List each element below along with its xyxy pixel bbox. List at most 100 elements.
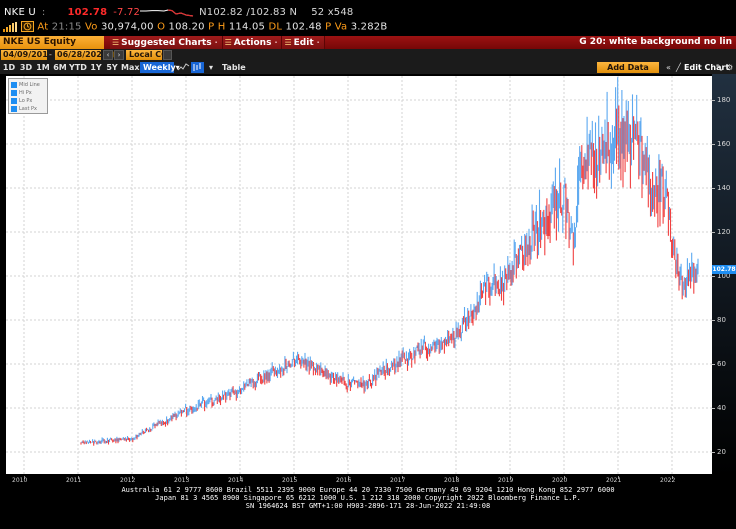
at-label: At [37, 21, 49, 33]
footer-line-2: Japan 81 3 4565 8900 Singapore 65 6212 1… [155, 494, 581, 502]
high-value: 114.05 [228, 21, 266, 33]
x-label: 2017 [390, 477, 406, 484]
date-to-input[interactable]: 06/28/2022 [55, 50, 117, 60]
expand-icon[interactable]: ⤡ [716, 63, 723, 72]
ticker-label[interactable]: NKE U [4, 7, 36, 18]
open-label: O [157, 21, 166, 33]
x-label: 2014 [228, 477, 244, 484]
footer-line-1: Australia 61 2 9777 8600 Brazil 5511 239… [121, 486, 615, 494]
legend-item[interactable]: Last Px [11, 105, 45, 112]
add-data-button[interactable]: Add Data [597, 62, 659, 73]
footer-line-3: SN 1964624 BST GMT+1:00 H903-2896-171 28… [245, 502, 491, 510]
collapse-panel-icon[interactable]: « [666, 63, 671, 72]
open-value: 108.20 [168, 21, 205, 33]
x-tick [78, 476, 79, 479]
high-label: P H [208, 21, 226, 33]
x-tick [402, 476, 403, 479]
legend-label: Mid Line [19, 81, 40, 88]
quote-header: NKE U: 102.78 -7.72 N102.82 /102.83 N 52 x54… [0, 0, 736, 36]
date-to-value: 06/28/2022 [57, 50, 108, 59]
currency-selector[interactable]: Local CCY [126, 50, 173, 60]
x-label: 2018 [444, 477, 460, 484]
menu-suggested-charts[interactable]: ☰ Suggested Charts · [110, 36, 223, 49]
date-range-dash: - [49, 50, 52, 59]
checkbox-icon[interactable] [11, 105, 17, 112]
y-label: 40 [717, 404, 726, 412]
menu-actions[interactable]: ☰ Actions · [222, 36, 283, 49]
x-tick [24, 476, 25, 479]
legend-label: Last Px [19, 105, 37, 112]
value-label: Va [334, 21, 348, 33]
line-chart-icon[interactable] [177, 62, 190, 73]
menu-items: ☰ Suggested Charts · ☰ Actions · ☰ Edit · [110, 36, 325, 49]
menu-actions-label: Actions [233, 38, 272, 48]
period-max[interactable]: Max [121, 63, 140, 72]
bid-ask-quote: N102.82 /102.83 N [199, 7, 298, 18]
value-traded: 3.282B [350, 21, 388, 33]
period-1m[interactable]: 1M [36, 63, 50, 72]
x-tick [510, 476, 511, 479]
period-1d[interactable]: 1D [2, 63, 16, 72]
period-6m[interactable]: 6M [53, 63, 67, 72]
y-axis[interactable]: 180 160 140 120 100 80 60 40 20 102.78 [712, 74, 736, 476]
y-label: 120 [717, 228, 731, 236]
y-tick [712, 408, 715, 409]
volume-value: 30,974,00 [100, 21, 154, 33]
actions-icon: ☰ [224, 38, 232, 47]
menu-edit-label: Edit [293, 38, 314, 48]
checkbox-icon[interactable] [11, 81, 17, 88]
edit-chart-button[interactable]: Edit Chart [684, 63, 730, 72]
edit-icon: ☰ [284, 38, 292, 47]
date-from-input[interactable]: 04/09/2011 [1, 50, 63, 60]
bid-ask-size: 52 x548 [311, 7, 354, 18]
x-tick [618, 476, 619, 479]
x-label: 2011 [66, 477, 82, 484]
x-label: 2019 [498, 477, 514, 484]
y-tick [712, 452, 715, 453]
x-tick [672, 476, 673, 479]
gear-icon[interactable]: ⚙ [726, 63, 734, 72]
pencil-icon[interactable]: ╱ [676, 63, 681, 72]
y-label: 20 [717, 448, 726, 456]
ohlc-bars [80, 77, 699, 446]
y-label: 80 [717, 316, 726, 324]
security-field[interactable]: NKE US Equity [0, 36, 104, 49]
footer-disclaimer: Australia 61 2 9777 8600 Brazil 5511 239… [0, 486, 736, 529]
price-plot[interactable]: Mid Line Hi Px Lo Px Last Px [6, 76, 712, 474]
date-next-button[interactable]: › [114, 50, 124, 60]
y-tick [712, 232, 715, 233]
price-plot-svg [6, 76, 712, 474]
y-label: 140 [717, 184, 731, 192]
x-label: 2012 [120, 477, 136, 484]
legend-item[interactable]: Lo Px [11, 97, 45, 104]
quote-row-secondary: At 21:15 Vo 30,974,00 O 108.20 P H 114.0… [0, 21, 387, 34]
y-tick [712, 100, 715, 101]
period-1y[interactable]: 1Y [90, 63, 102, 72]
table-button[interactable]: Table [222, 63, 246, 72]
period-ytd[interactable]: YTD [69, 63, 87, 72]
period-5y[interactable]: 5Y [106, 63, 118, 72]
x-label: 2013 [174, 477, 190, 484]
chart-type-more-caret[interactable]: ▾ [208, 63, 213, 72]
menu-edit-caret: · [316, 38, 320, 47]
frequency-selector[interactable]: Weekly▾ [140, 62, 180, 73]
date-from-value: 04/09/2011 [3, 50, 54, 59]
period-3d[interactable]: 3D [19, 63, 33, 72]
bar-chart-icon[interactable] [191, 62, 204, 73]
y-label: 180 [717, 96, 731, 104]
x-label: 2016 [336, 477, 352, 484]
low-label: DL [268, 21, 283, 33]
y-label: 160 [717, 140, 731, 148]
date-prev-button[interactable]: ‹ [103, 50, 113, 60]
legend-item[interactable]: Mid Line [11, 81, 45, 88]
checkbox-icon[interactable] [11, 97, 17, 104]
x-tick [348, 476, 349, 479]
command-menu-bar: NKE US Equity ☰ Suggested Charts · ☰ Actions… [0, 36, 736, 49]
menu-edit[interactable]: ☰ Edit · [282, 36, 325, 49]
legend-item[interactable]: Hi Px [11, 89, 45, 96]
x-label: 2020 [552, 477, 568, 484]
currency-dropdown-arrow[interactable] [163, 50, 172, 60]
checkbox-icon[interactable] [11, 89, 17, 96]
series-legend[interactable]: Mid Line Hi Px Lo Px Last Px [8, 78, 48, 114]
current-price-tag: 102.78 [712, 265, 736, 275]
